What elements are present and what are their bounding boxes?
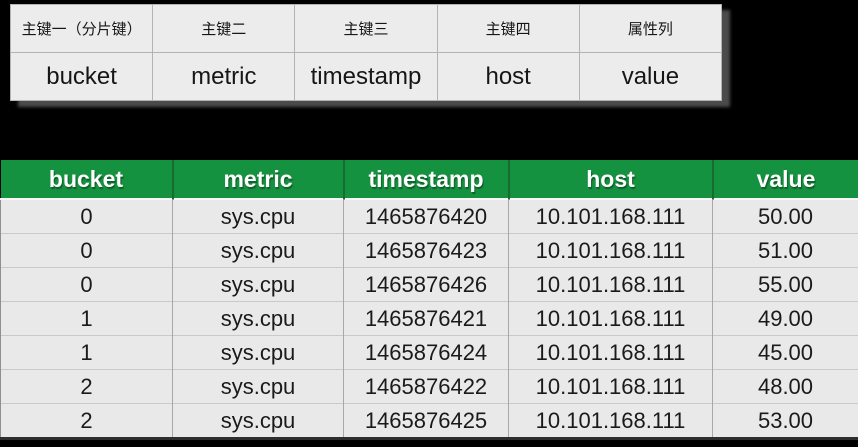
table-cell: 1465876423	[343, 233, 509, 268]
schema-field-row: bucket metric timestamp host value	[9, 52, 723, 101]
schema-header-cell: 属性列	[578, 4, 723, 53]
table-cell: 45.00	[712, 335, 858, 370]
table-cell: 1465876420	[343, 198, 509, 234]
table-cell: 49.00	[712, 301, 858, 336]
table-row: 1 sys.cpu 1465876424 10.101.168.111 45.00	[0, 335, 858, 370]
schema-field-cell: value	[578, 52, 723, 101]
table-cell: 1	[0, 301, 173, 336]
table-cell: 1465876425	[343, 403, 509, 439]
table-cell: sys.cpu	[172, 267, 344, 302]
table-cell: sys.cpu	[172, 335, 344, 370]
schema-header-cell: 主键二	[152, 4, 296, 53]
column-header-metric: metric	[171, 160, 344, 199]
table-cell: 1465876421	[343, 301, 509, 336]
schema-table: 主键一（分片键） 主键二 主键三 主键四 属性列 bucket metric timesta…	[9, 4, 723, 101]
schema-header-cell: 主键三	[294, 4, 438, 53]
table-cell: 2	[0, 403, 173, 439]
table-cell: 10.101.168.111	[508, 198, 713, 234]
table-cell: 10.101.168.111	[508, 267, 713, 302]
table-cell: 1465876422	[343, 369, 509, 404]
schema-field-cell: metric	[152, 52, 296, 101]
table-cell: sys.cpu	[172, 198, 344, 234]
table-cell: 1	[0, 335, 173, 370]
table-cell: 50.00	[712, 198, 858, 234]
table-cell: 48.00	[712, 369, 858, 404]
schema-header-cell: 主键一（分片键）	[9, 4, 154, 53]
column-header-value: value	[711, 160, 858, 199]
table-cell: 2	[0, 369, 173, 404]
schema-field-cell: host	[436, 52, 580, 101]
table-cell: sys.cpu	[172, 233, 344, 268]
table-cell: 10.101.168.111	[508, 301, 713, 336]
table-row: 0 sys.cpu 1465876426 10.101.168.111 55.00	[0, 267, 858, 302]
table-row: 2 sys.cpu 1465876425 10.101.168.111 53.00	[0, 403, 858, 439]
table-cell: sys.cpu	[172, 301, 344, 336]
table-cell: 1465876424	[343, 335, 509, 370]
table-cell: 10.101.168.111	[508, 403, 713, 439]
table-cell: 51.00	[712, 233, 858, 268]
table-cell: 0	[0, 233, 173, 268]
table-cell: 1465876426	[343, 267, 509, 302]
column-header-timestamp: timestamp	[342, 160, 509, 199]
schema-header-row: 主键一（分片键） 主键二 主键三 主键四 属性列	[9, 4, 723, 53]
table-cell: 0	[0, 198, 173, 234]
table-row: 0 sys.cpu 1465876423 10.101.168.111 51.00	[0, 233, 858, 268]
data-table: bucket metric timestamp host value 0 sys.cpu 1…	[0, 160, 858, 440]
table-cell: 55.00	[712, 267, 858, 302]
column-header-bucket: bucket	[0, 160, 173, 199]
table-cell: 0	[0, 267, 173, 302]
table-cell: sys.cpu	[172, 369, 344, 404]
table-row: 0 sys.cpu 1465876420 10.101.168.111 50.00	[0, 198, 858, 234]
table-row: 1 sys.cpu 1465876421 10.101.168.111 49.00	[0, 301, 858, 336]
table-cell: sys.cpu	[172, 403, 344, 439]
column-header-host: host	[507, 160, 713, 199]
schema-field-cell: bucket	[9, 52, 154, 101]
schema-header-cell: 主键四	[436, 4, 580, 53]
table-cell: 10.101.168.111	[508, 369, 713, 404]
table-cell: 10.101.168.111	[508, 335, 713, 370]
table-cell: 53.00	[712, 403, 858, 439]
table-row: 2 sys.cpu 1465876422 10.101.168.111 48.00	[0, 369, 858, 404]
table-cell: 10.101.168.111	[508, 233, 713, 268]
schema-field-cell: timestamp	[294, 52, 438, 101]
data-table-header-row: bucket metric timestamp host value	[0, 160, 858, 199]
